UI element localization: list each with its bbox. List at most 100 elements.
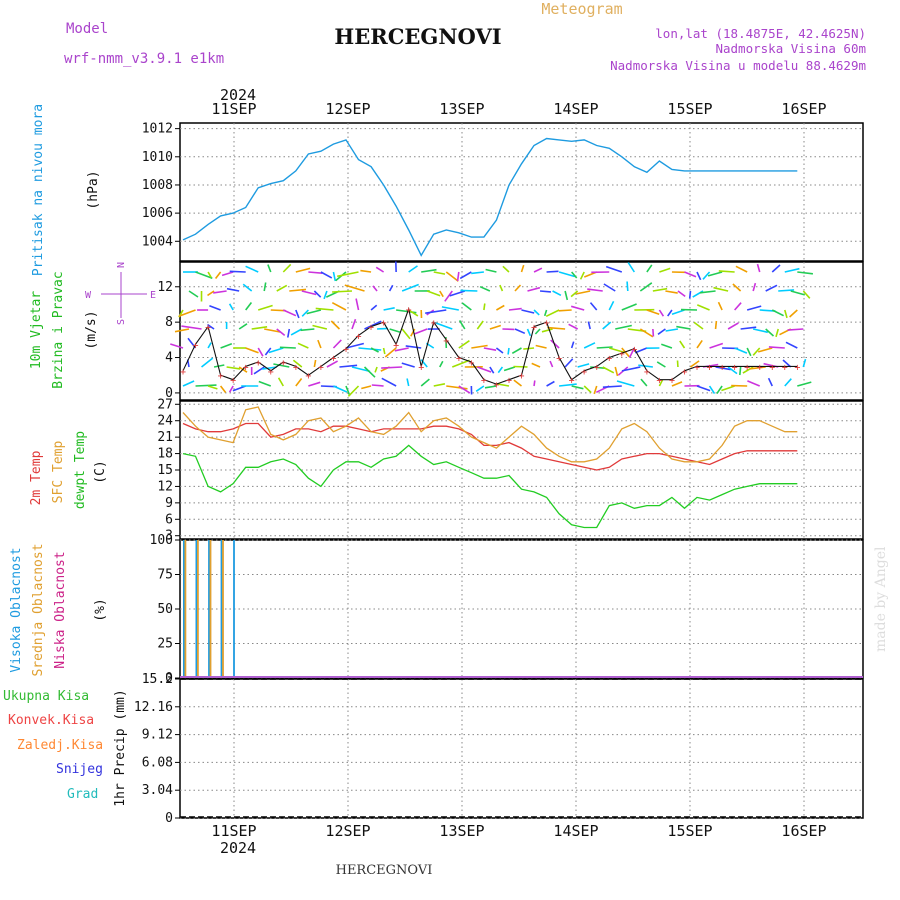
wind-arrow [609, 347, 626, 354]
wind-arrow [331, 301, 347, 311]
wind-arrow [332, 271, 337, 282]
x-day-label-bottom: 11SEP [211, 822, 256, 840]
wind-arrow [308, 271, 323, 274]
wind-gust-mark: + [681, 367, 687, 378]
wind-arrow [564, 358, 574, 368]
wind-arrow [499, 284, 504, 292]
wind-arrow [195, 384, 217, 387]
wind-arrow [587, 321, 591, 330]
wind-arrow [511, 347, 522, 354]
wind-arrow [332, 290, 353, 293]
wind-arrow [301, 290, 317, 296]
cloud-ytick-label: 0 [165, 671, 173, 686]
wind-arrow [621, 366, 641, 372]
wind-arrow [587, 288, 603, 292]
wind-arrow [787, 328, 804, 331]
wind-arrow [421, 268, 437, 273]
wind-arrow [483, 347, 497, 351]
wind-gust-mark: + [205, 323, 211, 334]
wind-arrow [533, 380, 536, 387]
wind-arrow [483, 303, 486, 311]
wind-gust-mark: + [707, 362, 713, 373]
elevation-label: Nadmorska Visina 60m [715, 41, 866, 56]
wind-arrow [657, 328, 666, 335]
wind-gust-mark: + [782, 362, 788, 373]
wind-arrow [495, 347, 504, 354]
wind-arrow [282, 263, 292, 273]
wind-gust-mark: + [193, 340, 199, 351]
precip-ytick-label: 15.2 [142, 672, 173, 687]
wind-vectors [170, 261, 813, 397]
wind-arrow [451, 359, 470, 368]
wind-arrow [802, 290, 811, 299]
wind-arrow [708, 385, 716, 395]
cloud-ylabel-2: Srednja Oblacnost [31, 543, 46, 676]
wind-arrow [503, 366, 516, 372]
wind-arrow [439, 360, 444, 368]
wind-arrow [364, 320, 382, 330]
wind-arrow [477, 366, 492, 373]
wind-arrow [583, 385, 592, 394]
wind-arrow [646, 264, 653, 273]
high-cloud-bar [220, 540, 223, 678]
wind-arrow [564, 290, 569, 301]
wind-arrow [330, 320, 341, 330]
wind-arrow [174, 328, 190, 333]
wind-arrow [489, 324, 502, 330]
model-label: Model [66, 21, 108, 37]
wind-arrow [345, 385, 351, 397]
wind-arrow [257, 304, 273, 311]
wind-arrow [181, 325, 202, 330]
wind-gust-mark: + [556, 354, 562, 365]
wind-arrow [456, 271, 460, 282]
wind-gust-mark: + [644, 367, 650, 378]
wind-arrow [374, 366, 378, 373]
wind-arrow [394, 347, 409, 352]
wind-arrow [593, 385, 598, 395]
wind-arrow [702, 271, 711, 280]
wind-arrow [696, 385, 711, 392]
wind-arrow [496, 304, 505, 311]
precip-legend-hail: Grad [67, 787, 98, 802]
wind-ytick-label: 8 [165, 315, 173, 330]
wind-arrow [420, 378, 430, 387]
wind-arrow [228, 303, 234, 311]
wind-arrow [282, 309, 297, 317]
wind-arrow [308, 381, 321, 387]
wind-arrow [471, 344, 488, 349]
wind-arrow [358, 347, 382, 351]
wind-arrow [616, 380, 635, 387]
wind-arrow [628, 347, 636, 359]
wind-arrow [571, 385, 584, 390]
wind-arrow [513, 379, 522, 387]
wind-arrow [533, 267, 543, 273]
wind-arrow [195, 271, 213, 280]
wind-arrow [351, 318, 357, 330]
wind-arrow [768, 346, 785, 349]
precip-frame [179, 678, 864, 819]
wind-arrow [207, 342, 212, 349]
wind-arrow [207, 385, 218, 390]
wind-arrow [570, 290, 579, 298]
wind-gust-mark: + [381, 318, 387, 329]
wind-arrow [388, 284, 394, 292]
wind-arrow [287, 328, 291, 338]
wind-arrow [531, 362, 541, 368]
wind-arrow [221, 271, 234, 277]
wind-arrow [579, 271, 585, 280]
wind-arrow [527, 286, 541, 292]
wind-arrow [355, 298, 360, 311]
wind-arrow [765, 328, 775, 337]
wind-gust-mark: + [368, 323, 374, 334]
wind-arrow [603, 283, 616, 292]
wind-arrow [521, 309, 535, 314]
wind-gust-mark: + [732, 362, 738, 373]
wind-arrow [545, 309, 560, 318]
wind-arrow [276, 284, 288, 292]
temperature-ytick-label: 9 [165, 496, 173, 511]
cloud-ytick-label: 100 [150, 533, 173, 548]
wind-arrow [214, 271, 222, 279]
wind-speed-line [182, 306, 798, 385]
pressure-ytick-label: 1012 [142, 122, 173, 137]
